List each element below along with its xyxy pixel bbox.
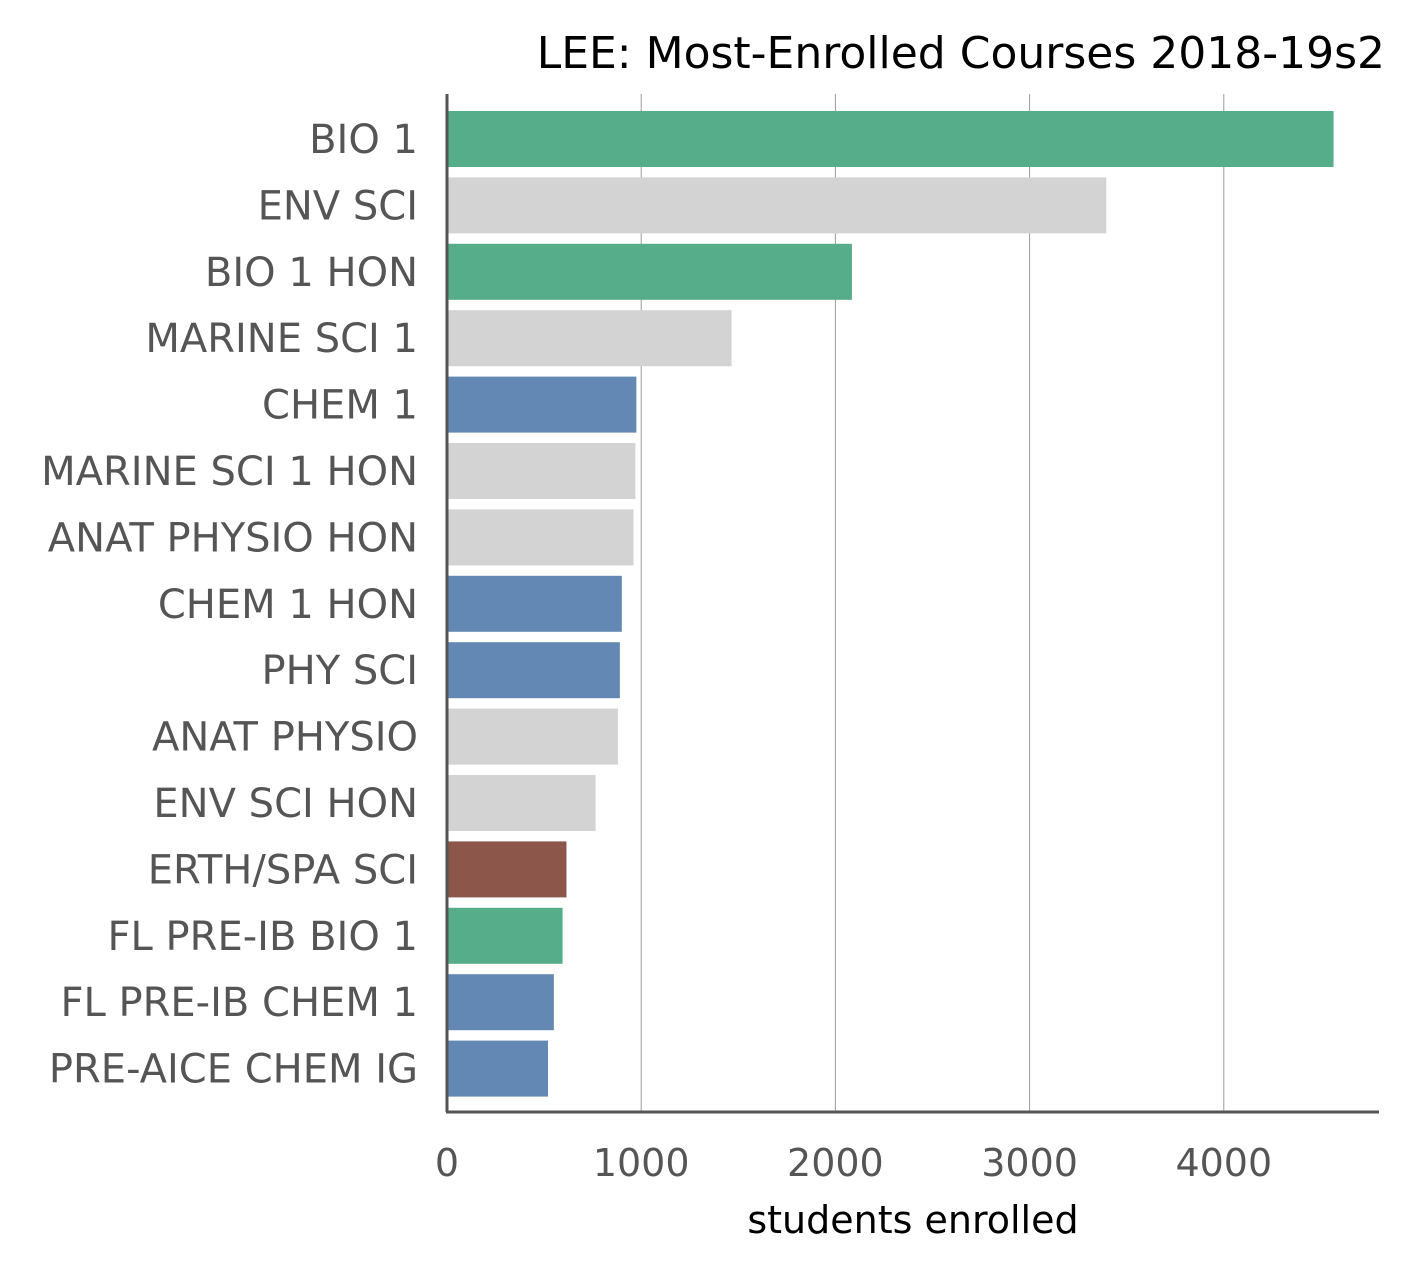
x-tick-label: 4000	[1175, 1141, 1272, 1185]
bars	[448, 111, 1334, 1097]
bar	[448, 509, 634, 566]
chart-title: LEE: Most-Enrolled Courses 2018-19s2	[537, 28, 1385, 79]
x-tick-labels: 0 1000 2000 3000 4000	[435, 1141, 1272, 1185]
x-tick-label: 0	[435, 1141, 459, 1185]
category-label: PHY SCI	[262, 648, 418, 694]
category-label: ANAT PHYSIO	[152, 715, 418, 761]
category-label: CHEM 1 HON	[158, 582, 418, 628]
category-label: PRE-AICE CHEM IG	[49, 1047, 418, 1093]
category-label: BIO 1 HON	[205, 250, 418, 296]
bar	[448, 1040, 549, 1097]
category-label: ENV SCI HON	[153, 781, 418, 827]
category-label: ERTH/SPA SCI	[148, 847, 418, 893]
bar	[448, 575, 622, 632]
bar	[448, 243, 852, 300]
bar	[448, 841, 567, 898]
x-tick-label: 2000	[787, 1141, 884, 1185]
bar	[448, 376, 637, 433]
bar	[448, 177, 1107, 234]
x-tick-label: 3000	[981, 1141, 1078, 1185]
bar	[448, 775, 596, 831]
category-label: MARINE SCI 1	[145, 316, 418, 362]
category-label: MARINE SCI 1 HON	[41, 449, 418, 495]
bar	[448, 708, 618, 765]
category-label: ANAT PHYSIO HON	[48, 515, 418, 561]
category-label: FL PRE-IB BIO 1	[108, 914, 418, 960]
bar	[448, 974, 554, 1031]
x-tick-label: 1000	[593, 1141, 690, 1185]
bar	[448, 111, 1334, 167]
category-labels: BIO 1 ENV SCI BIO 1 HON MARINE SCI 1 CHEM 1 M…	[41, 117, 418, 1093]
category-label: FL PRE-IB CHEM 1	[60, 980, 418, 1026]
category-label: CHEM 1	[262, 383, 418, 429]
bar	[448, 907, 563, 964]
bar	[448, 443, 636, 499]
bar	[448, 310, 732, 367]
category-label: BIO 1	[309, 117, 418, 163]
x-axis-label: students enrolled	[747, 1198, 1078, 1242]
category-label: ENV SCI	[258, 183, 418, 229]
bar	[448, 642, 620, 699]
